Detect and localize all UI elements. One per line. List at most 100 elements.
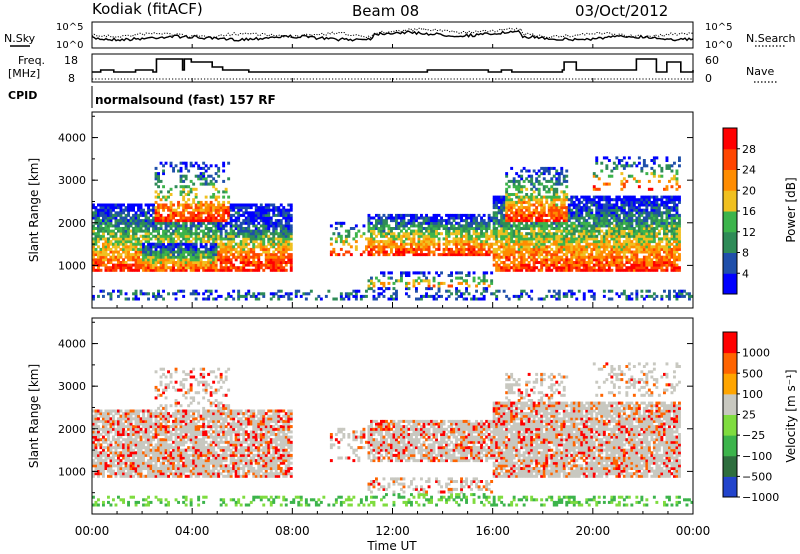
heatmap-cell [294, 292, 298, 296]
heatmap-cell [447, 234, 451, 238]
heatmap-cell [430, 232, 433, 236]
heatmap-cell [199, 253, 203, 257]
heatmap-cell [657, 247, 661, 251]
heatmap-cell [467, 247, 471, 251]
heatmap-cell [637, 266, 641, 270]
heatmap-cell [129, 245, 133, 249]
heatmap-cell [550, 195, 554, 199]
heatmap-cell [597, 232, 601, 236]
heatmap-cell [615, 227, 619, 231]
heatmap-cell [169, 208, 173, 212]
heatmap-cell [507, 263, 511, 267]
heatmap-cell [207, 263, 211, 267]
heatmap-cell [194, 247, 198, 251]
heatmap-cell [505, 242, 509, 246]
heatmap-cell [635, 179, 639, 183]
heatmap-cell [184, 247, 188, 251]
heatmap-cell [635, 229, 639, 233]
heatmap-cell [540, 211, 544, 215]
heatmap-cell [500, 221, 504, 225]
heatmap-cell [575, 229, 579, 233]
heatmap-cell [432, 219, 436, 223]
heatmap-cell [460, 229, 463, 233]
heatmap-cell [227, 292, 231, 296]
heatmap-cell [189, 211, 193, 215]
heatmap-cell [277, 255, 281, 259]
heatmap-cell [382, 289, 386, 293]
heatmap-cell [122, 219, 125, 223]
heatmap-cell [92, 216, 95, 220]
heatmap-cell [177, 255, 180, 259]
heatmap-cell [490, 219, 494, 223]
heatmap-cell [565, 211, 569, 215]
heatmap-cell [527, 174, 531, 178]
heatmap-cell [555, 195, 559, 199]
heatmap-cell [167, 255, 170, 259]
heatmap-cell [437, 274, 441, 278]
heatmap-cell [595, 268, 599, 272]
heatmap-cell [182, 206, 186, 210]
heatmap-cell [422, 279, 426, 283]
heatmap-cell [144, 250, 148, 254]
heatmap-cell [557, 297, 561, 301]
heatmap-cell [334, 240, 338, 244]
heatmap-cell [274, 255, 278, 259]
heatmap-cell [515, 237, 519, 241]
heatmap-cell [537, 240, 541, 244]
heatmap-cell [122, 237, 125, 241]
heatmap-cell [630, 253, 634, 257]
heatmap-cell [575, 203, 579, 207]
heatmap-cell [507, 206, 511, 210]
heatmap-cell [485, 279, 489, 283]
heatmap-cell [152, 224, 155, 228]
heatmap-cell [537, 245, 541, 249]
heatmap-cell [244, 253, 248, 257]
heatmap-cell [482, 247, 486, 251]
heatmap-cell [377, 287, 381, 291]
heatmap-cell [435, 234, 438, 238]
heatmap-cell [600, 216, 604, 220]
heatmap-cell [380, 216, 383, 220]
heatmap-cell [167, 261, 170, 265]
heatmap-cell [635, 211, 639, 215]
heatmap-cell [612, 263, 616, 267]
heatmap-cell [510, 250, 514, 254]
heatmap-cell [580, 240, 584, 244]
heatmap-cell [269, 232, 273, 236]
heatmap-cell [555, 213, 559, 217]
heatmap-cell [154, 211, 158, 215]
heatmap-cell [412, 279, 416, 283]
heatmap-cell [209, 179, 213, 183]
heatmap-cell [607, 289, 611, 293]
heatmap-cell [172, 245, 175, 249]
heatmap-cell [207, 289, 211, 293]
heatmap-cell [640, 227, 644, 231]
heatmap-cell [570, 203, 574, 207]
heatmap-cell [427, 287, 431, 291]
heatmap-cell [527, 232, 531, 236]
heatmap-cell [405, 221, 408, 225]
heatmap-cell [209, 250, 213, 254]
heatmap-cell [663, 211, 666, 215]
heatmap-cell [194, 258, 198, 262]
heatmap-cell [612, 261, 616, 265]
heatmap-cell [560, 268, 564, 272]
heatmap-cell [329, 224, 333, 228]
heatmap-cell [282, 224, 286, 228]
heatmap-cell [467, 292, 471, 296]
heatmap-cell [359, 294, 363, 298]
heatmap-cell [332, 250, 336, 254]
heatmap-cell [357, 289, 361, 293]
heatmap-cell [557, 247, 561, 251]
heatmap-cell [182, 263, 186, 267]
heatmap-cell [612, 237, 616, 241]
heatmap-cell [592, 294, 596, 298]
heatmap-cell [495, 227, 499, 231]
heatmap-cell [430, 242, 433, 246]
heatmap-cell [560, 232, 564, 236]
heatmap-cell [252, 240, 256, 244]
heatmap-cell [237, 255, 241, 259]
heatmap-cell [590, 216, 594, 220]
heatmap-cell [635, 234, 639, 238]
heatmap-cell [632, 198, 636, 202]
